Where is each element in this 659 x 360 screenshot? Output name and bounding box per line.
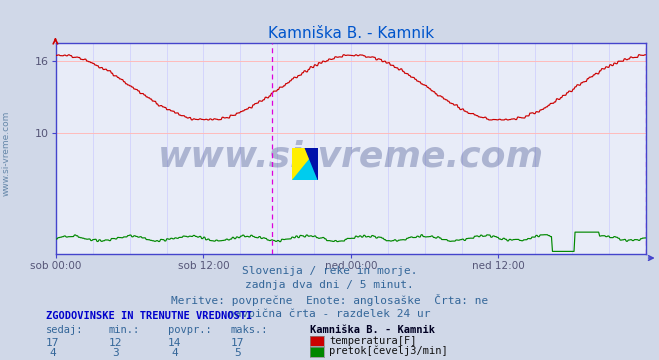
Text: Meritve: povprečne  Enote: anglosaške  Črta: ne: Meritve: povprečne Enote: anglosaške Črt… <box>171 294 488 306</box>
Text: povpr.:: povpr.: <box>168 325 212 335</box>
Text: 5: 5 <box>234 348 241 359</box>
Text: min.:: min.: <box>109 325 140 335</box>
Text: ZGODOVINSKE IN TRENUTNE VREDNOSTI: ZGODOVINSKE IN TRENUTNE VREDNOSTI <box>46 311 252 321</box>
Text: 3: 3 <box>112 348 119 359</box>
Text: www.si-vreme.com: www.si-vreme.com <box>2 110 11 196</box>
Text: temperatura[F]: temperatura[F] <box>330 336 417 346</box>
Text: zadnja dva dni / 5 minut.: zadnja dva dni / 5 minut. <box>245 280 414 290</box>
Text: Slovenija / reke in morje.: Slovenija / reke in morje. <box>242 266 417 276</box>
Text: www.si-vreme.com: www.si-vreme.com <box>158 140 544 174</box>
Text: 14: 14 <box>168 338 181 348</box>
Text: navpična črta - razdelek 24 ur: navpična črta - razdelek 24 ur <box>228 309 431 319</box>
Text: pretok[čevelj3/min]: pretok[čevelj3/min] <box>330 346 448 356</box>
Text: 4: 4 <box>49 348 56 359</box>
Polygon shape <box>292 148 318 180</box>
Text: 4: 4 <box>171 348 178 359</box>
Title: Kamniška B. - Kamnik: Kamniška B. - Kamnik <box>268 26 434 41</box>
Text: 12: 12 <box>109 338 122 348</box>
Text: Kamniška B. - Kamnik: Kamniška B. - Kamnik <box>310 325 435 335</box>
Polygon shape <box>305 148 318 180</box>
Text: 17: 17 <box>231 338 244 348</box>
Text: 17: 17 <box>46 338 59 348</box>
Text: sedaj:: sedaj: <box>46 325 84 335</box>
Text: maks.:: maks.: <box>231 325 268 335</box>
